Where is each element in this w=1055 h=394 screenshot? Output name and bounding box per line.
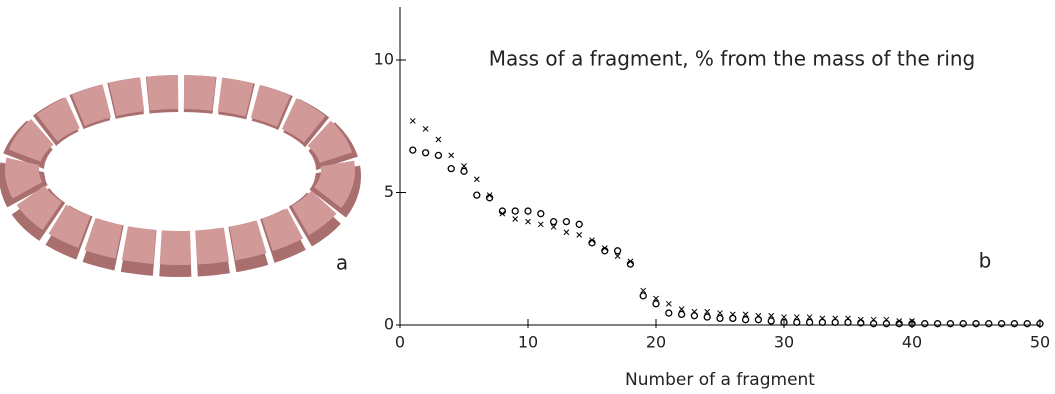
point [538, 222, 543, 227]
point [947, 321, 953, 327]
point [564, 230, 569, 235]
point [768, 318, 774, 324]
x-tick-label: 30 [774, 333, 794, 352]
x-tick-label: 10 [518, 333, 538, 352]
point [1011, 321, 1017, 327]
point [999, 321, 1005, 327]
ring-render [22, 92, 338, 254]
point [435, 152, 441, 158]
point [833, 316, 838, 321]
point [410, 118, 415, 123]
point [973, 321, 979, 327]
point [871, 317, 876, 322]
point [679, 311, 685, 317]
point [512, 208, 518, 214]
x-tick-label: 50 [1030, 333, 1050, 352]
y-tick-label: 5 [384, 182, 394, 201]
point [1024, 321, 1030, 327]
point [820, 316, 825, 321]
point [846, 316, 851, 321]
point [448, 166, 454, 172]
point [525, 208, 531, 214]
point [461, 168, 467, 174]
point [538, 211, 544, 217]
point [704, 314, 710, 320]
y-tick-label: 10 [374, 50, 394, 69]
point [410, 147, 416, 153]
point [551, 219, 557, 225]
point [577, 232, 582, 237]
point [449, 153, 454, 158]
point [922, 321, 928, 327]
point [666, 310, 672, 316]
point [640, 293, 646, 299]
figure: a b Mass of a fragment, % from the mass … [0, 0, 1055, 394]
point [960, 321, 966, 327]
point [666, 301, 671, 306]
point [743, 317, 749, 323]
annotation: Mass of a fragment, % from the mass of t… [489, 47, 976, 71]
x-axis-label: Number of a fragment [625, 370, 815, 390]
point [794, 319, 800, 325]
point [423, 126, 428, 131]
point [692, 309, 697, 314]
point [935, 321, 941, 327]
point [717, 315, 723, 321]
point [576, 221, 582, 227]
point [615, 248, 621, 254]
x-tick-label: 20 [646, 333, 666, 352]
panel-label: a [336, 251, 348, 275]
point [884, 317, 889, 322]
point [513, 217, 518, 222]
point [563, 219, 569, 225]
point [423, 150, 429, 156]
point [986, 321, 992, 327]
point [756, 313, 761, 318]
point [474, 192, 480, 198]
point [436, 137, 441, 142]
y-tick-label: 0 [384, 315, 394, 334]
point [474, 177, 479, 182]
x-tick-label: 40 [902, 333, 922, 352]
x-tick-label: 0 [395, 333, 405, 352]
point [653, 301, 659, 307]
panel-label: b [979, 249, 992, 273]
point [526, 219, 531, 224]
point [807, 319, 813, 325]
point [730, 312, 735, 317]
